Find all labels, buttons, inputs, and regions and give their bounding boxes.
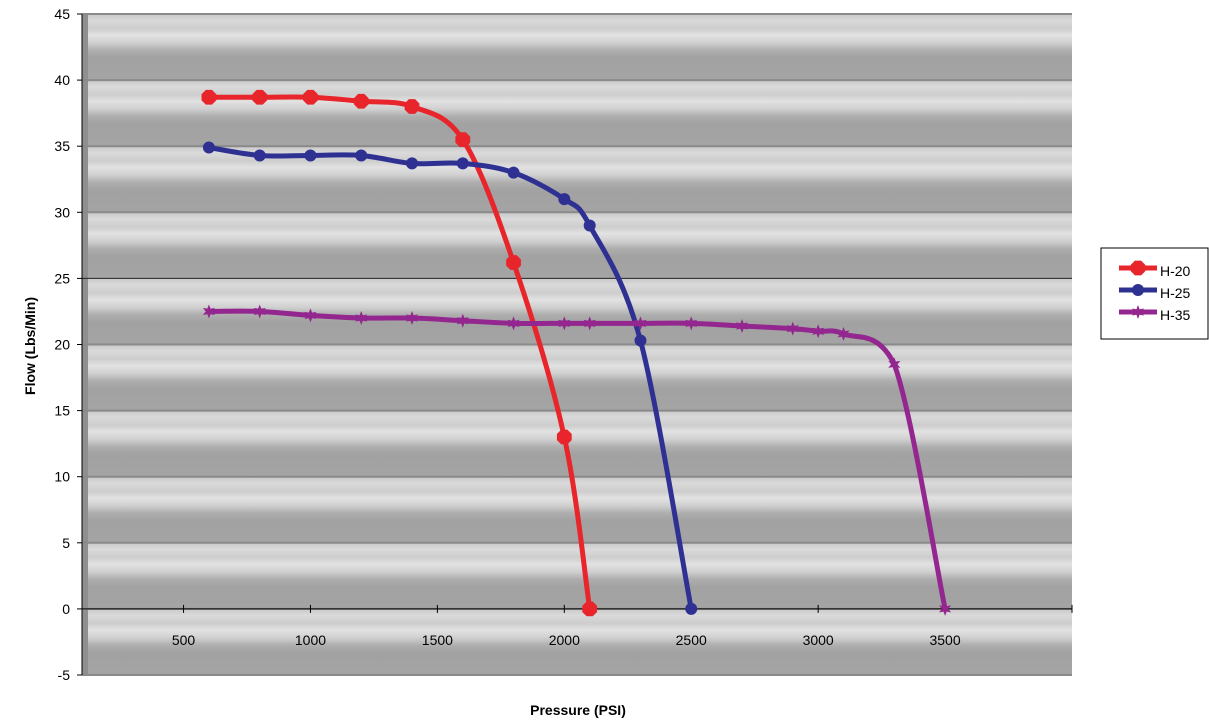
data-point-h-35 (634, 316, 647, 331)
series-h-35 (202, 304, 952, 616)
tick-labels: -5 0 5 10 15 20 25 30 35 40 45 500 1000 1500 2000 2500 3… (54, 6, 960, 683)
background-band (88, 14, 1072, 81)
data-point-h-35 (355, 311, 368, 326)
legend-label-h-25: H-25 (1160, 285, 1191, 301)
y-tick-label: 10 (54, 469, 70, 485)
background-band (88, 542, 1072, 609)
x-tick-label: 2500 (676, 632, 707, 648)
background-band (88, 146, 1072, 213)
data-point-h-35 (558, 316, 571, 331)
data-point-h-35 (786, 321, 799, 336)
x-axis-title: Pressure (PSI) (530, 702, 626, 718)
y-tick-label: 40 (54, 72, 70, 88)
data-point-h-35 (202, 304, 215, 319)
data-point-h-35 (304, 308, 317, 323)
data-point-h-20 (353, 93, 369, 109)
data-point-h-20 (252, 89, 268, 105)
data-point-h-20 (582, 601, 598, 617)
background-band (88, 80, 1072, 147)
data-point-h-25 (304, 149, 317, 162)
x-tick-label: 3500 (929, 632, 960, 648)
legend-label-h-20: H-20 (1160, 263, 1191, 279)
data-point-h-35 (685, 316, 698, 331)
y-tick-label: 35 (54, 138, 70, 154)
data-point-h-25 (202, 141, 215, 154)
data-point-h-25 (253, 149, 266, 162)
data-point-h-35 (888, 357, 901, 372)
legend-marker-h-25 (1132, 284, 1144, 296)
data-point-h-35 (405, 311, 419, 326)
y-tick-label: 30 (54, 204, 70, 220)
legend: H-20 H-25 H-35 (1100, 247, 1209, 340)
data-point-h-25 (634, 334, 647, 347)
data-point-h-20 (506, 255, 521, 270)
data-point-h-25 (558, 193, 571, 206)
legend-item-h-25: H-25 (1119, 284, 1191, 301)
data-point-h-35 (939, 601, 952, 616)
legend-box (1100, 247, 1209, 340)
x-tick-label: 3000 (803, 632, 834, 648)
y-tick-label: 15 (54, 403, 70, 419)
data-point-h-35 (812, 324, 825, 339)
legend-marker-h-35 (1131, 305, 1145, 319)
x-tick-label: 2000 (549, 632, 580, 648)
data-point-h-25 (406, 157, 418, 170)
axes (77, 13, 1073, 676)
data-point-h-25 (456, 157, 469, 170)
data-point-h-20 (455, 132, 471, 147)
y-tick-label: 25 (54, 270, 70, 286)
series-layer (201, 89, 952, 617)
data-point-h-25 (583, 219, 596, 232)
legend-item-h-20: H-20 (1119, 260, 1191, 279)
series-h-25 (202, 141, 698, 615)
y-tick-label: -5 (58, 667, 71, 683)
data-point-h-35 (253, 304, 266, 319)
data-point-h-20 (201, 89, 217, 105)
x-tick-label: 1500 (422, 632, 453, 648)
background-band (88, 608, 1072, 675)
y-tick-label: 5 (62, 535, 70, 551)
data-point-h-35 (735, 318, 749, 333)
y-axis-title: Flow (Lbs/Min) (22, 297, 38, 395)
data-point-h-35 (583, 316, 596, 331)
legend-label-h-35: H-35 (1160, 307, 1191, 323)
series-h-20 (201, 89, 598, 617)
x-tick-label: 1000 (295, 632, 326, 648)
data-point-h-35 (837, 326, 850, 341)
background-band (88, 212, 1072, 279)
data-point-h-35 (456, 313, 469, 328)
data-point-h-20 (303, 89, 318, 105)
legend-marker-h-20 (1130, 260, 1146, 276)
plot-area (82, 14, 1072, 675)
legend-item-h-35: H-35 (1119, 305, 1191, 323)
x-tick-label: 500 (172, 632, 196, 648)
background-band (88, 344, 1072, 411)
data-point-h-25 (685, 602, 698, 615)
data-point-h-25 (507, 166, 520, 179)
y-tick-label: 0 (62, 601, 70, 617)
y-tick-label: 45 (54, 6, 70, 22)
data-point-h-20 (556, 429, 572, 445)
data-point-h-35 (507, 316, 520, 331)
background-band (88, 410, 1072, 477)
y-tick-label: 20 (54, 337, 70, 353)
data-point-h-20 (404, 99, 420, 114)
data-point-h-25 (355, 149, 368, 162)
